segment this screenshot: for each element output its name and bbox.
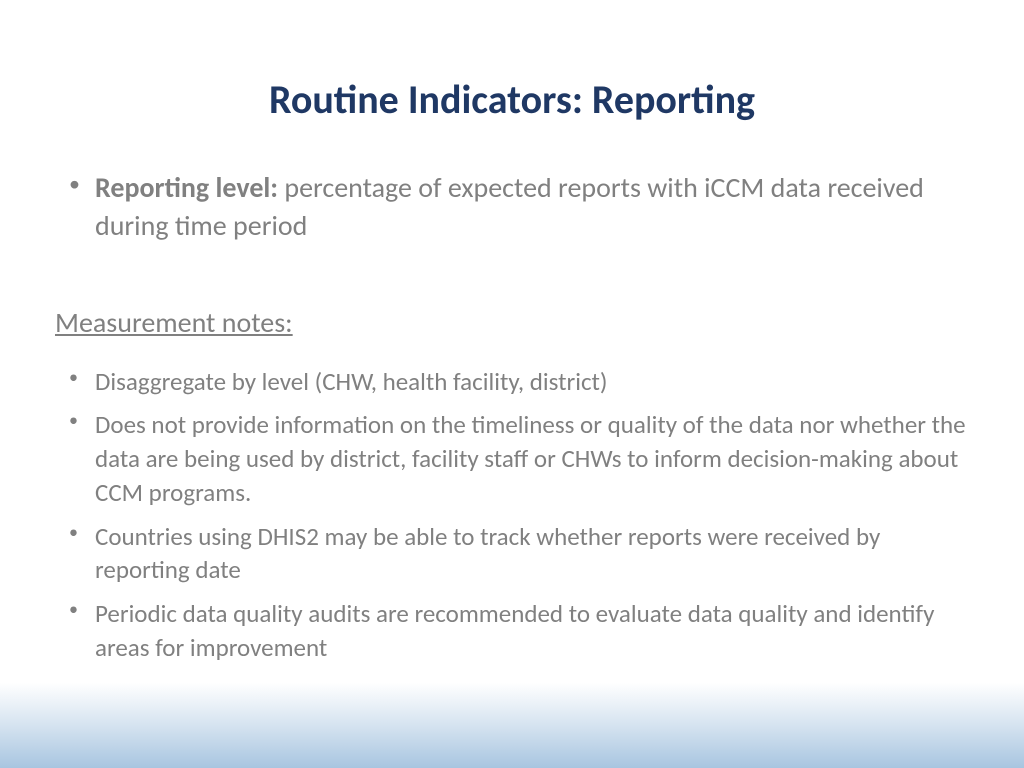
list-item: Disaggregate by level (CHW, health facil… (65, 365, 969, 399)
main-bullet-item: Reporting level: percentage of expected … (65, 169, 969, 245)
slide-title: Routine Indicators: Reporting (55, 75, 969, 124)
list-item: Countries using DHIS2 may be able to tra… (65, 520, 969, 588)
list-item: Periodic data quality audits are recomme… (65, 597, 969, 665)
slide-container: Routine Indicators: Reporting Reporting … (0, 0, 1024, 768)
list-item: Does not provide information on the time… (65, 408, 969, 509)
measurement-notes-heading: Measurement notes: (55, 305, 969, 340)
bottom-gradient-decoration (0, 683, 1024, 768)
reporting-level-label: Reporting level: (95, 170, 278, 205)
notes-list: Disaggregate by level (CHW, health facil… (65, 365, 969, 665)
main-bullet-list: Reporting level: percentage of expected … (65, 169, 969, 245)
